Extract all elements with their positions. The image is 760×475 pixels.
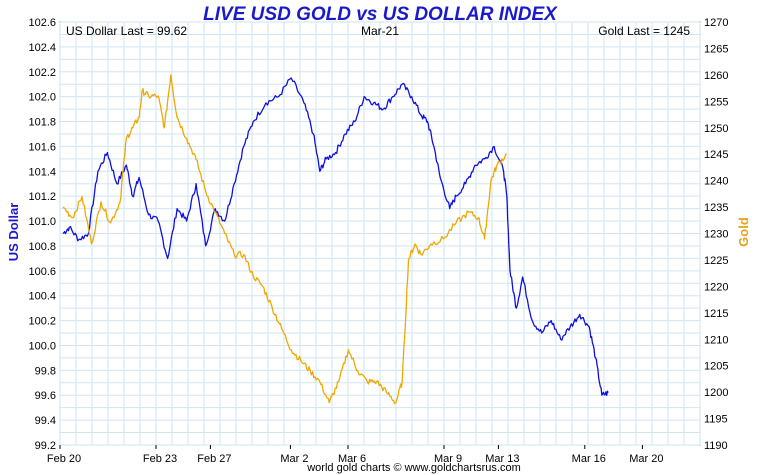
right-tick-label: 1260 xyxy=(704,70,728,82)
right-tick-label: 1255 xyxy=(704,96,728,108)
right-tick-label: 1265 xyxy=(704,43,728,55)
left-tick-label: 99.8 xyxy=(35,365,56,377)
left-tick-label: 100.2 xyxy=(28,316,56,328)
left-tick-label: 102.0 xyxy=(28,92,56,104)
date-label: Mar-21 xyxy=(361,24,399,38)
footer-credit: world gold charts © www.goldchartsrus.co… xyxy=(306,462,521,474)
series-lines xyxy=(62,74,609,405)
right-tick-label: 1210 xyxy=(704,334,728,346)
usd-series-line xyxy=(62,77,609,397)
right-tick-label: 1215 xyxy=(704,308,728,320)
right-axis-ticks: 1270 1265 1260 1255 1250 1245 1240 1235 1230 1225… xyxy=(704,17,728,452)
left-axis-label: US Dollar xyxy=(6,203,21,262)
left-tick-label: 99.2 xyxy=(35,440,56,452)
chart-title: LIVE USD GOLD vs US DOLLAR INDEX xyxy=(203,4,558,25)
x-tick-label: Feb 23 xyxy=(143,453,177,465)
left-tick-label: 102.6 xyxy=(28,17,56,29)
left-tick-label: 101.4 xyxy=(28,166,56,178)
left-tick-label: 102.2 xyxy=(28,67,56,79)
right-tick-label: 1245 xyxy=(704,149,728,161)
right-axis-label: Gold xyxy=(736,217,751,247)
right-tick-label: 1250 xyxy=(704,123,728,135)
x-tick-label: Mar 20 xyxy=(629,453,663,465)
left-tick-label: 101.0 xyxy=(28,216,56,228)
x-tick-label: Feb 27 xyxy=(197,453,231,465)
left-tick-label: 102.4 xyxy=(28,42,56,54)
left-tick-label: 100.8 xyxy=(28,241,56,253)
gold-series-line xyxy=(62,74,507,405)
right-tick-label: 1225 xyxy=(704,255,728,267)
right-tick-label: 1235 xyxy=(704,202,728,214)
left-tick-label: 100.4 xyxy=(28,291,56,303)
left-tick-label: 101.6 xyxy=(28,141,56,153)
right-tick-label: 1195 xyxy=(704,414,728,426)
left-tick-label: 101.2 xyxy=(28,191,56,203)
left-tick-label: 100.6 xyxy=(28,266,56,278)
x-tick-label: Mar 2 xyxy=(280,453,308,465)
right-tick-label: 1270 xyxy=(704,17,728,29)
x-axis-ticks: Feb 20 Feb 23 Feb 27 Mar 2 Mar 6 Mar 9 Mar 13 M… xyxy=(47,445,664,465)
left-tick-label: 99.4 xyxy=(35,415,56,427)
usd-last-label: US Dollar Last = 99.62 xyxy=(66,24,187,38)
right-tick-label: 1200 xyxy=(704,387,728,399)
x-tick-label: Feb 20 xyxy=(47,453,81,465)
x-tick-label: Mar 9 xyxy=(434,453,462,465)
left-tick-label: 99.6 xyxy=(35,390,56,402)
right-tick-label: 1240 xyxy=(704,176,728,188)
gold-last-label: Gold Last = 1245 xyxy=(598,24,690,38)
right-tick-label: 1220 xyxy=(704,281,728,293)
x-tick-label: Mar 6 xyxy=(338,453,366,465)
right-tick-label: 1190 xyxy=(704,440,728,452)
left-tick-label: 100.0 xyxy=(28,340,56,352)
grid xyxy=(59,21,701,446)
right-tick-label: 1230 xyxy=(704,229,728,241)
left-tick-label: 101.8 xyxy=(28,117,56,129)
x-tick-label: Mar 13 xyxy=(485,453,519,465)
right-tick-label: 1205 xyxy=(704,361,728,373)
left-axis-ticks: 102.6 102.4 102.2 102.0 101.8 101.6 101.4 101.2… xyxy=(28,17,56,452)
x-tick-label: Mar 16 xyxy=(572,453,606,465)
